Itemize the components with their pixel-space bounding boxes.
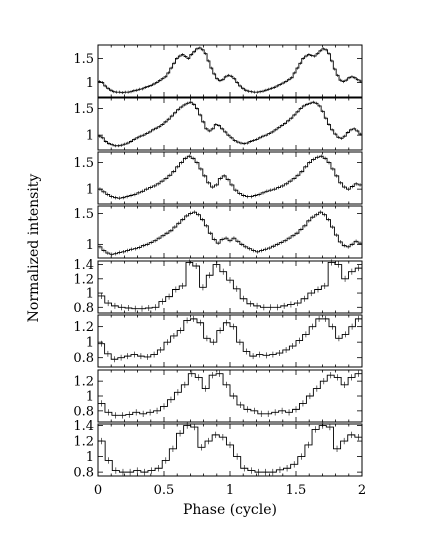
panel-7: 1.210.8 bbox=[73, 369, 363, 423]
y-tick-label: 1.5 bbox=[73, 207, 94, 222]
y-tick-label: 1 bbox=[86, 287, 94, 302]
profile-curve bbox=[98, 101, 362, 147]
y-tick-label: 1.2 bbox=[73, 435, 94, 450]
panel-3: 1.51 bbox=[73, 151, 363, 205]
y-tick-label: 1.5 bbox=[73, 52, 94, 67]
panels-group: 1.511.511.511.511.41.210.81.210.81.210.8… bbox=[73, 44, 363, 481]
y-tick-label: 1.4 bbox=[73, 419, 94, 434]
y-tick-label: 1 bbox=[86, 390, 94, 405]
profile-curve bbox=[98, 261, 362, 310]
panel-8: 1.41.210.8 bbox=[73, 419, 363, 481]
y-tick-label: 1 bbox=[86, 76, 94, 91]
x-axis-label: Phase (cycle) bbox=[183, 502, 277, 518]
profile-curve bbox=[98, 47, 362, 94]
y-tick-label: 0.8 bbox=[73, 404, 94, 419]
panel-2: 1.51 bbox=[73, 97, 363, 151]
y-tick-label: 0.8 bbox=[73, 466, 94, 481]
profile-curve bbox=[98, 155, 362, 199]
y-tick-label: 1.4 bbox=[73, 258, 94, 273]
y-tick-label: 1.5 bbox=[73, 102, 94, 117]
x-tick-label: 0.5 bbox=[154, 483, 175, 498]
profile-curve bbox=[98, 373, 362, 416]
x-tick-label: 2 bbox=[358, 483, 366, 498]
y-axis-label: Normalized intensity bbox=[26, 174, 42, 323]
y-tick-label: 1.5 bbox=[73, 156, 94, 171]
panel-4: 1.51 bbox=[73, 205, 363, 259]
panel-5: 1.41.210.8 bbox=[73, 258, 363, 316]
y-tick-label: 1 bbox=[86, 336, 94, 351]
panel-frame bbox=[97, 151, 363, 205]
y-tick-label: 1 bbox=[86, 450, 94, 465]
y-tick-label: 1 bbox=[86, 183, 94, 198]
profile-curve bbox=[98, 211, 362, 255]
x-tick-label: 1 bbox=[226, 483, 234, 498]
y-tick-label: 0.8 bbox=[73, 351, 94, 366]
profile-curve bbox=[98, 425, 362, 473]
y-tick-label: 1 bbox=[86, 129, 94, 144]
panel-frame bbox=[97, 97, 363, 151]
panel-6: 1.210.8 bbox=[73, 314, 363, 368]
y-tick-label: 1.2 bbox=[73, 320, 94, 335]
panel-frame bbox=[97, 423, 363, 477]
panel-frame bbox=[97, 260, 363, 314]
x-tick-labels: 0 0.5 1 1.5 2 bbox=[94, 483, 366, 498]
y-tick-label: 1.2 bbox=[73, 375, 94, 390]
profile-curve bbox=[98, 318, 362, 360]
x-tick-label: 1.5 bbox=[286, 483, 307, 498]
y-tick-label: 1 bbox=[86, 238, 94, 253]
y-tick-label: 0.8 bbox=[73, 301, 94, 316]
x-tick-label: 0 bbox=[94, 483, 102, 498]
panel-frame bbox=[97, 44, 363, 98]
panel-1: 1.51 bbox=[73, 44, 363, 98]
y-tick-label: 1.2 bbox=[73, 272, 94, 287]
